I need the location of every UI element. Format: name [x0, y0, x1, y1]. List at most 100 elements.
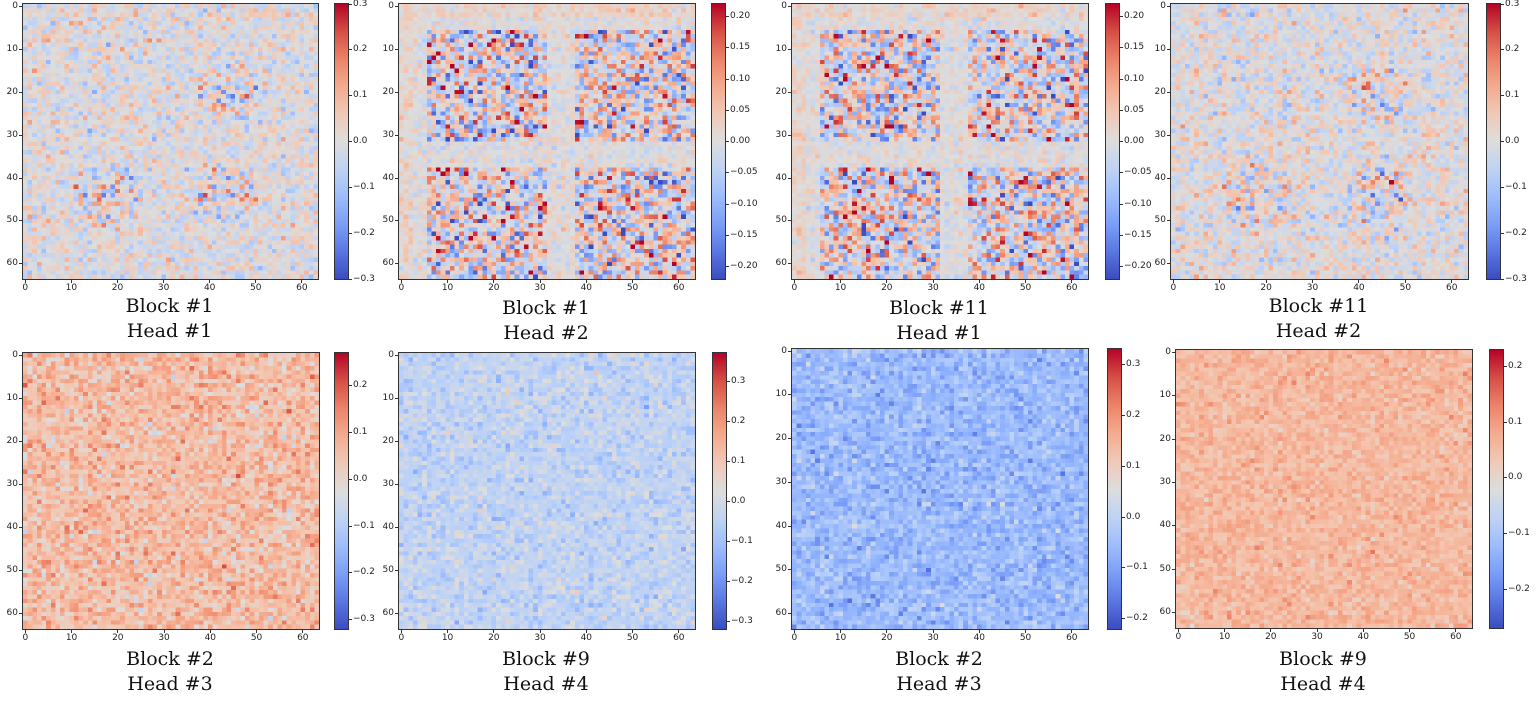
colorbar-tick-label: 0.2: [353, 44, 368, 55]
panel-caption: Block #11 Head #2: [1170, 294, 1467, 344]
heatmap-cells: [792, 4, 1088, 279]
colorbar-tick-label: −0.20: [730, 261, 758, 271]
colorbar-tick-label: −0.10: [730, 198, 758, 209]
colorbar-tick-mark: [1122, 414, 1125, 416]
x-tick-label: 20: [488, 283, 500, 293]
colorbar-tick-mark: [1120, 234, 1123, 236]
colorbar-tick-mark: [726, 141, 729, 142]
colorbar-tick-label: 0.10: [1124, 73, 1145, 84]
colorbar-tick-label: −0.05: [730, 167, 758, 178]
y-tick-label: 50: [382, 215, 394, 226]
heatmap-cells: [23, 4, 318, 279]
colorbar-tick-label: −0.3: [1505, 273, 1527, 284]
colorbar-tick-mark: [726, 172, 729, 174]
y-tick-label: 20: [1154, 86, 1166, 97]
x-tick-mark: [493, 280, 495, 283]
y-tick-label: 60: [1159, 607, 1171, 618]
x-tick-label: 50: [1019, 283, 1032, 293]
colorbar-tick-label: 0.2: [353, 380, 368, 391]
y-tick-label: 40: [1159, 520, 1171, 531]
y-tick-mark: [1167, 134, 1170, 136]
x-tick-label: 0: [1175, 632, 1182, 642]
colorbar-tick-label: −0.15: [1124, 229, 1152, 240]
x-tick-mark: [302, 630, 304, 633]
y-tick-mark: [788, 134, 791, 136]
colorbar-tick-label: 0.05: [730, 104, 751, 115]
y-tick-mark: [1167, 263, 1170, 265]
x-tick-label: 50: [626, 633, 639, 643]
x-tick-mark: [71, 630, 73, 633]
colorbar-tick-label: 0.15: [1124, 42, 1145, 53]
y-tick-label: 0: [781, 0, 787, 11]
colorbar-tick-label: 0.20: [1124, 11, 1145, 21]
y-tick-mark: [19, 397, 22, 399]
colorbar-tick-label: 0.0: [731, 495, 746, 506]
x-tick-mark: [1177, 629, 1179, 632]
y-tick-label: 40: [382, 172, 394, 183]
y-tick-label: 60: [382, 258, 394, 269]
y-tick-label: 50: [382, 565, 394, 576]
colorbar-tick-mark: [1122, 465, 1125, 467]
x-tick-mark: [117, 630, 119, 633]
caption-block: Block #2: [895, 648, 983, 670]
colorbar-tick-label: 0.1: [353, 427, 368, 438]
x-tick-label: 0: [791, 633, 798, 643]
y-tick-mark: [19, 48, 22, 50]
y-tick-mark: [19, 263, 22, 265]
x-tick-label: 40: [973, 633, 986, 643]
y-tick-label: 20: [1159, 433, 1171, 444]
colorbar: [712, 352, 727, 630]
colorbar-tick-mark: [349, 95, 352, 97]
x-tick-mark: [447, 630, 449, 633]
x-tick-label: 50: [1019, 633, 1032, 643]
y-tick-label: 60: [775, 258, 787, 269]
y-tick-mark: [19, 5, 22, 7]
y-tick-label: 20: [775, 86, 787, 97]
colorbar-tick-label: 0.0: [1505, 136, 1520, 146]
y-tick-mark: [395, 570, 398, 572]
y-tick-label: 20: [6, 435, 18, 446]
x-tick-mark: [793, 280, 795, 283]
x-tick-label: 50: [1399, 283, 1412, 293]
colorbar-tick-mark: [727, 380, 730, 382]
x-tick-mark: [1025, 280, 1027, 283]
y-tick-label: 0: [12, 349, 18, 360]
y-tick-label: 30: [1154, 129, 1166, 140]
colorbar-tick-mark: [1501, 49, 1504, 51]
y-tick-mark: [19, 91, 22, 93]
y-tick-label: 30: [382, 479, 394, 490]
x-tick-mark: [1172, 280, 1174, 283]
y-tick-mark: [1172, 395, 1175, 397]
x-tick-mark: [24, 630, 26, 633]
colorbar-tick-mark: [349, 49, 352, 51]
x-tick-mark: [1224, 629, 1226, 632]
y-tick-mark: [395, 91, 398, 93]
colorbar-tick-label: −0.3: [353, 273, 375, 284]
colorbar-tick-mark: [349, 432, 352, 434]
x-tick-mark: [1316, 629, 1318, 632]
x-tick-label: 20: [1265, 632, 1277, 642]
x-tick-label: 30: [534, 283, 546, 293]
y-tick-mark: [788, 438, 791, 440]
colorbar-tick-mark: [349, 525, 352, 527]
x-tick-mark: [163, 630, 165, 633]
colorbar-tick-mark: [1504, 532, 1507, 534]
y-tick-mark: [1172, 568, 1175, 570]
x-tick-mark: [793, 630, 795, 633]
y-tick-mark: [395, 134, 398, 136]
caption-block: Block #2: [126, 648, 214, 670]
panel-caption: Block #1 Head #2: [398, 296, 694, 346]
x-tick-label: 10: [65, 633, 78, 643]
colorbar-tick-label: −0.05: [1124, 167, 1152, 178]
heatmap-plot: [1170, 3, 1469, 280]
y-tick-label: 10: [1159, 390, 1171, 401]
colorbar-tick-label: −0.2: [1126, 613, 1148, 624]
y-tick-mark: [1172, 525, 1175, 527]
colorbar-tick-mark: [349, 572, 352, 574]
colorbar-tick-mark: [1122, 516, 1125, 518]
caption-block: Block #11: [1268, 295, 1369, 317]
colorbar-tick-mark: [1120, 172, 1123, 174]
y-tick-mark: [395, 220, 398, 222]
x-tick-mark: [840, 630, 842, 633]
panel-caption: Block #9 Head #4: [398, 647, 694, 697]
